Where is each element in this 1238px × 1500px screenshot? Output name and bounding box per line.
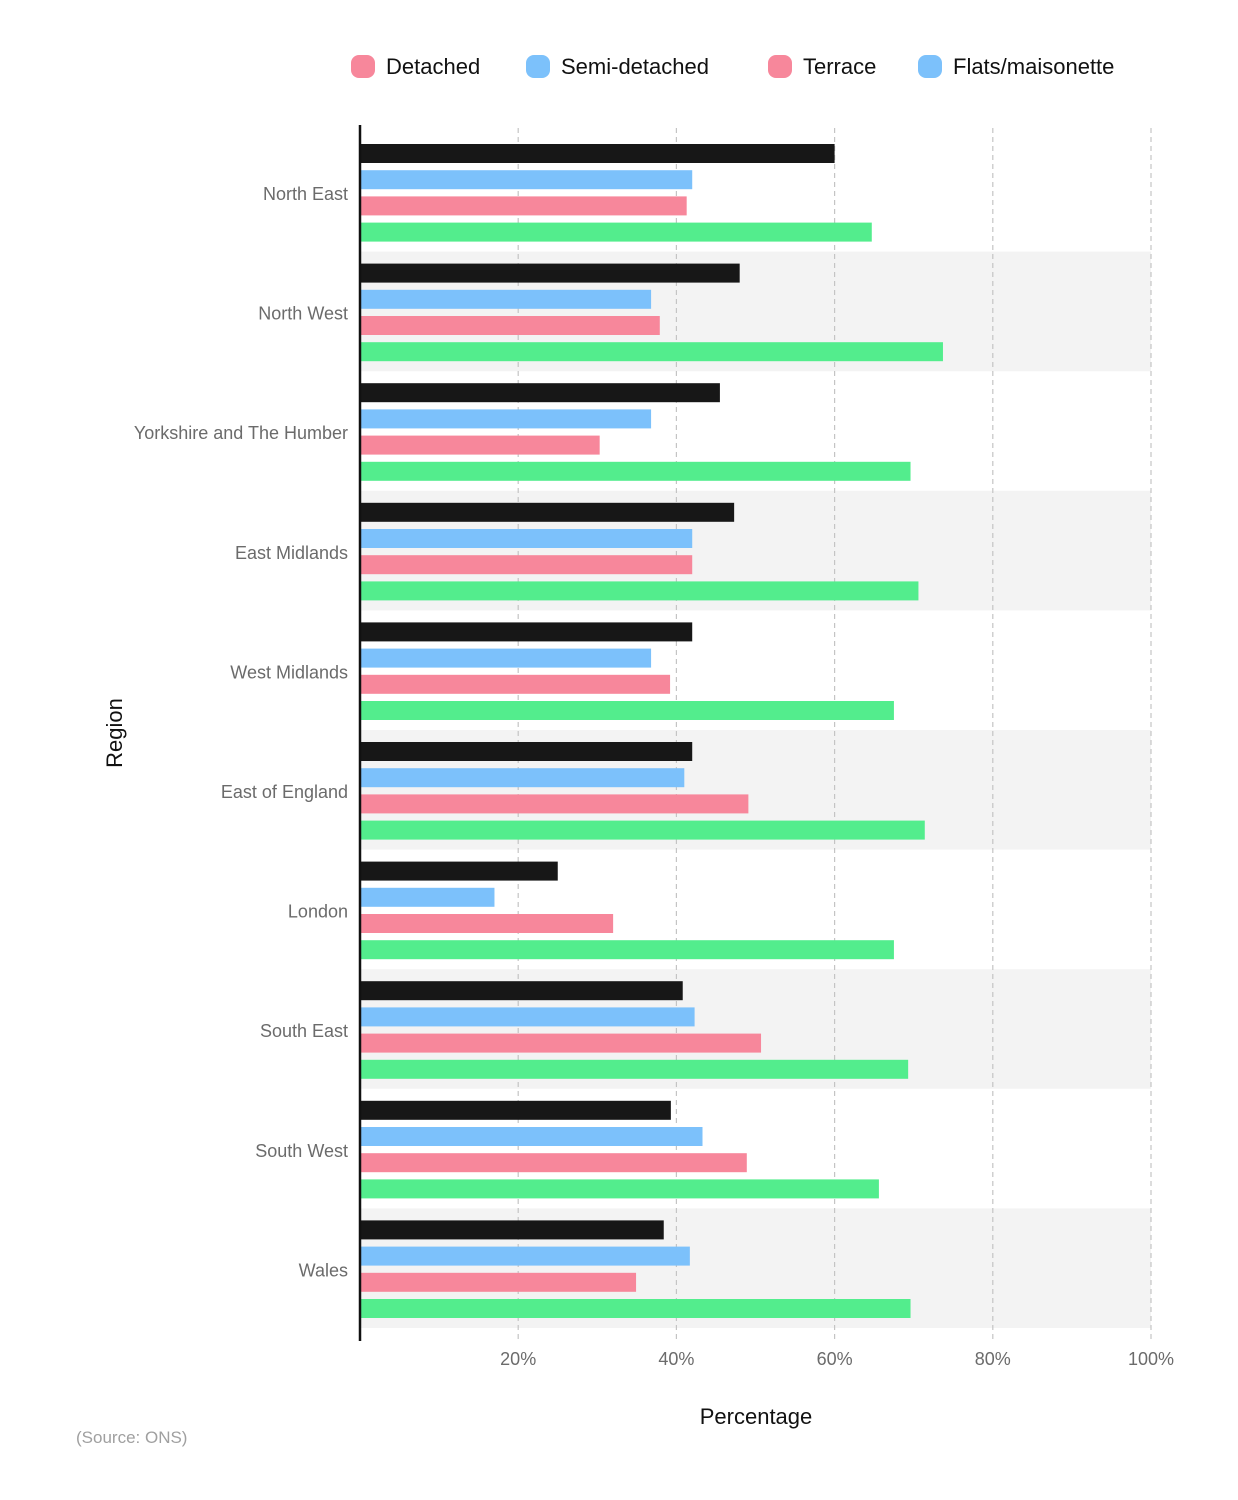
category-labels: North East North West Yorkshire and The Hu…	[134, 184, 348, 1280]
bar-flats-maisonette	[360, 1179, 879, 1199]
legend-swatch-terrace	[768, 55, 792, 78]
bar-terrace	[360, 794, 749, 814]
bar-detached	[360, 144, 835, 163]
x-tick-labels: 20% 40% 60% 80% 100%	[500, 1349, 1174, 1369]
bar-semi-detached	[360, 1246, 690, 1266]
bar-terrace	[360, 196, 687, 216]
bar-terrace	[360, 674, 671, 694]
legend: Detached Semi-detached Terrace Flats/maison…	[351, 54, 1114, 79]
bar-semi-detached	[360, 289, 652, 309]
x-tick-label: 80%	[975, 1349, 1011, 1369]
bar-detached	[360, 742, 693, 761]
bar-flats-maisonette	[360, 342, 943, 362]
bar-detached	[360, 1100, 671, 1120]
legend-swatch-flats-maisonette	[918, 55, 942, 78]
x-tick-label: 100%	[1128, 1349, 1174, 1369]
x-tick-label: 60%	[817, 1349, 853, 1369]
bar-flats-maisonette	[360, 1059, 909, 1079]
bar-terrace	[360, 555, 693, 575]
x-tick-label: 40%	[658, 1349, 694, 1369]
category-label: East of England	[221, 782, 348, 802]
bars	[360, 144, 943, 1318]
bar-semi-detached	[360, 170, 693, 190]
bar-detached	[360, 502, 735, 522]
bar-semi-detached	[360, 1127, 703, 1146]
category-label: West Midlands	[230, 662, 348, 682]
category-label: South West	[255, 1141, 348, 1161]
x-tick-label: 20%	[500, 1349, 536, 1369]
source-note: (Source: ONS)	[76, 1428, 187, 1447]
category-label: Yorkshire and The Humber	[134, 423, 348, 443]
category-label: South East	[260, 1021, 348, 1041]
legend-label-semi-detached: Semi-detached	[561, 54, 709, 79]
bar-detached	[360, 622, 693, 642]
bar-detached	[360, 981, 683, 1001]
legend-label-flats-maisonette: Flats/maisonette	[953, 54, 1114, 79]
bar-semi-detached	[360, 887, 495, 907]
bar-terrace	[360, 1033, 762, 1053]
bar-terrace	[360, 1272, 637, 1292]
bar-flats-maisonette	[360, 1299, 911, 1318]
category-label: North West	[258, 304, 348, 324]
legend-swatch-detached	[351, 55, 375, 78]
category-label: North East	[263, 184, 348, 204]
bar-semi-detached	[360, 529, 693, 548]
bar-semi-detached	[360, 768, 685, 788]
y-axis-title: Region	[102, 698, 127, 768]
bar-terrace	[360, 316, 660, 335]
bar-flats-maisonette	[360, 701, 894, 720]
bar-flats-maisonette	[360, 820, 925, 840]
legend-label-detached: Detached	[386, 54, 480, 79]
bar-terrace	[360, 1153, 747, 1173]
bar-flats-maisonette	[360, 581, 919, 601]
bar-detached	[360, 861, 558, 881]
category-label: London	[288, 902, 348, 922]
bar-semi-detached	[360, 409, 652, 429]
legend-label-terrace: Terrace	[803, 54, 876, 79]
bar-semi-detached	[360, 1007, 695, 1027]
bar-detached	[360, 263, 740, 283]
bar-terrace	[360, 435, 600, 455]
bar-flats-maisonette	[360, 222, 872, 242]
category-label: Wales	[299, 1260, 348, 1280]
bar-detached	[360, 1220, 664, 1240]
bar-terrace	[360, 914, 614, 933]
legend-swatch-semi-detached	[526, 55, 550, 78]
bar-flats-maisonette	[360, 461, 911, 481]
category-label: East Midlands	[235, 543, 348, 563]
bar-flats-maisonette	[360, 940, 894, 960]
x-axis-title: Percentage	[700, 1404, 813, 1429]
bar-detached	[360, 383, 720, 403]
bar-semi-detached	[360, 648, 652, 668]
